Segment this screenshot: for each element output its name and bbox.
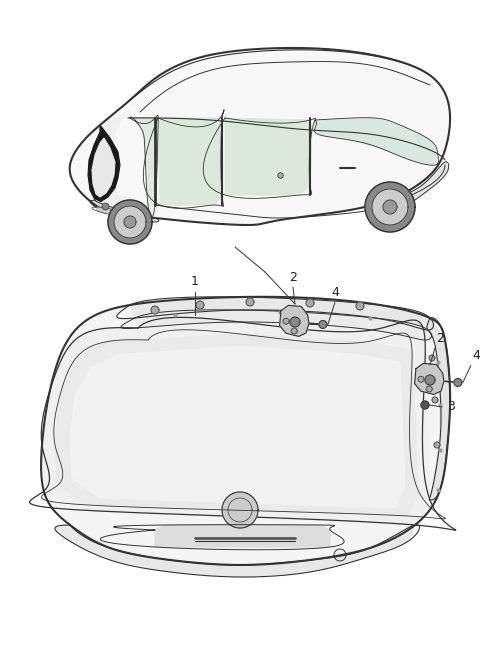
Text: 4: 4 <box>331 287 339 299</box>
Polygon shape <box>425 375 435 385</box>
Polygon shape <box>92 138 115 197</box>
Polygon shape <box>130 118 158 205</box>
Polygon shape <box>124 216 136 228</box>
Polygon shape <box>426 386 432 392</box>
Polygon shape <box>291 328 297 334</box>
Polygon shape <box>383 200 397 214</box>
Polygon shape <box>135 310 428 340</box>
Polygon shape <box>365 182 415 232</box>
Polygon shape <box>70 346 405 508</box>
Polygon shape <box>222 492 258 528</box>
Polygon shape <box>90 200 155 222</box>
Polygon shape <box>429 355 435 361</box>
Polygon shape <box>432 397 438 403</box>
Polygon shape <box>42 297 450 565</box>
Polygon shape <box>55 525 415 577</box>
Polygon shape <box>130 297 430 330</box>
Polygon shape <box>225 118 312 195</box>
Polygon shape <box>114 206 146 238</box>
Polygon shape <box>88 125 120 202</box>
Polygon shape <box>315 118 438 165</box>
Polygon shape <box>88 110 155 218</box>
Polygon shape <box>246 298 254 306</box>
Polygon shape <box>283 318 289 324</box>
Polygon shape <box>434 442 440 448</box>
Polygon shape <box>418 377 424 382</box>
Polygon shape <box>55 334 418 516</box>
Polygon shape <box>415 363 444 394</box>
Polygon shape <box>428 318 450 500</box>
Polygon shape <box>306 299 314 307</box>
Polygon shape <box>158 118 222 205</box>
Polygon shape <box>421 401 429 409</box>
Polygon shape <box>319 320 327 329</box>
Polygon shape <box>97 207 115 215</box>
Polygon shape <box>356 302 364 310</box>
Polygon shape <box>155 525 330 547</box>
Polygon shape <box>108 200 152 244</box>
Text: 2: 2 <box>436 332 444 345</box>
Polygon shape <box>385 162 448 215</box>
Polygon shape <box>70 48 450 225</box>
Polygon shape <box>196 301 204 309</box>
Text: 2: 2 <box>289 271 297 284</box>
Polygon shape <box>280 305 309 337</box>
Polygon shape <box>454 379 462 386</box>
Polygon shape <box>151 306 159 314</box>
Text: 3: 3 <box>447 401 455 413</box>
Text: 4: 4 <box>472 350 480 363</box>
Polygon shape <box>290 317 300 327</box>
Text: 1: 1 <box>191 275 199 288</box>
Polygon shape <box>42 322 430 525</box>
Polygon shape <box>372 189 408 225</box>
